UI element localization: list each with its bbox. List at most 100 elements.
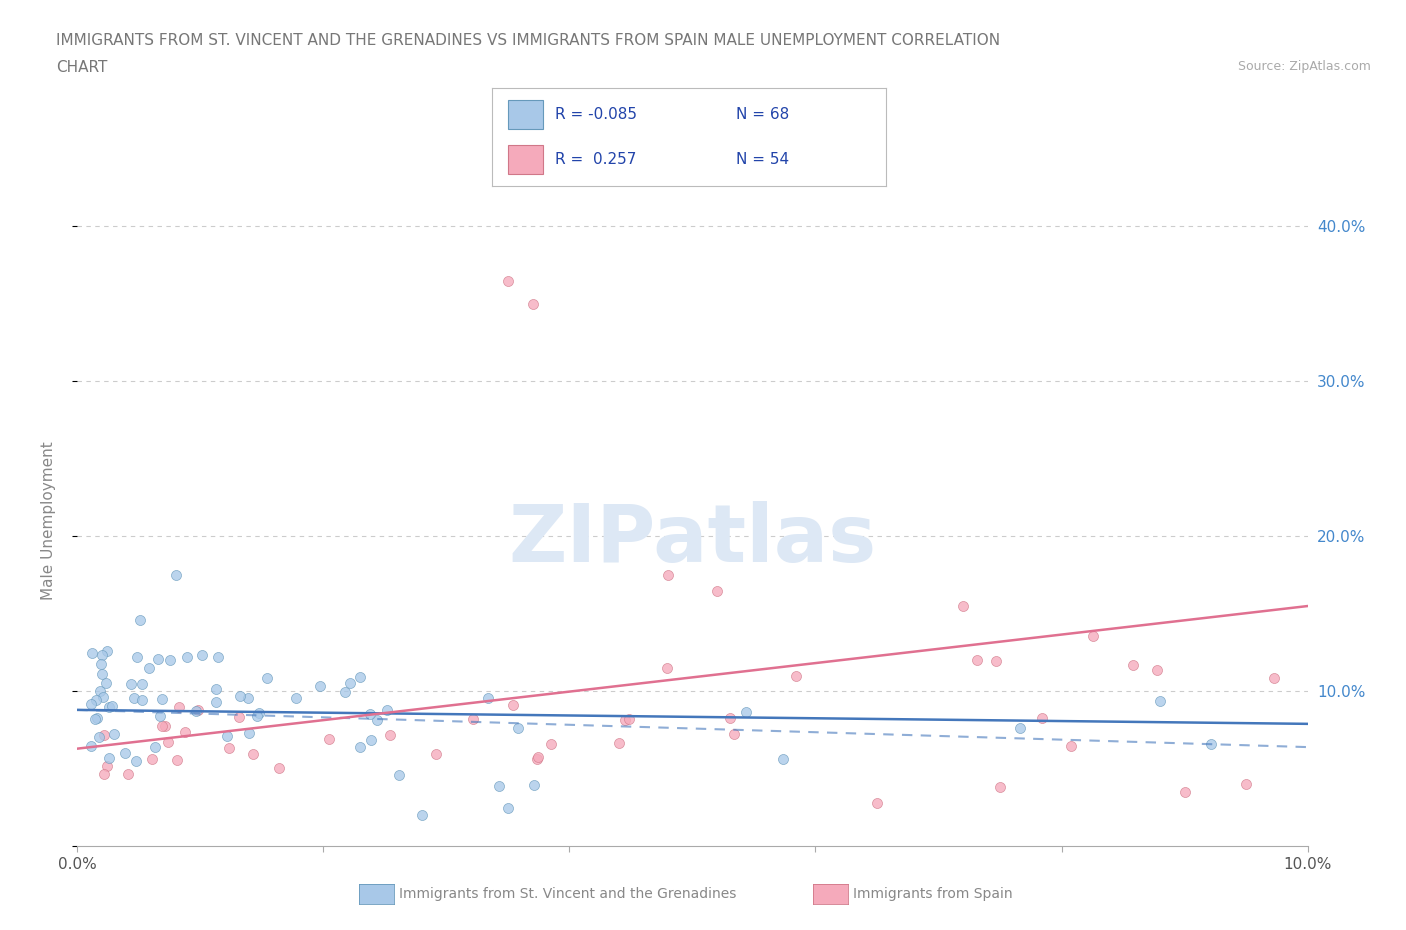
Bar: [508, 145, 543, 174]
Y-axis label: Male Unemployment: Male Unemployment: [42, 442, 56, 600]
Point: [617, 711, 640, 726]
Point: [150, 691, 173, 706]
Point: [496, 273, 519, 288]
Point: [477, 690, 499, 705]
Point: [89, 684, 111, 698]
Point: [238, 725, 260, 740]
Point: [128, 613, 150, 628]
Point: [723, 726, 745, 741]
Point: [1081, 629, 1104, 644]
Point: [614, 713, 637, 728]
Point: [96, 644, 118, 658]
Text: IMMIGRANTS FROM ST. VINCENT AND THE GRENADINES VS IMMIGRANTS FROM SPAIN MALE UNE: IMMIGRANTS FROM ST. VINCENT AND THE GREN…: [56, 33, 1000, 47]
Point: [131, 693, 153, 708]
Point: [156, 735, 179, 750]
Point: [1122, 658, 1144, 672]
Point: [184, 703, 207, 718]
Point: [238, 690, 260, 705]
Point: [148, 651, 170, 666]
Point: [734, 704, 756, 719]
Point: [247, 706, 270, 721]
Text: CHART: CHART: [56, 60, 108, 75]
Point: [242, 747, 264, 762]
Point: [152, 719, 174, 734]
Point: [153, 719, 176, 734]
Text: R = -0.085: R = -0.085: [555, 107, 637, 122]
Point: [143, 740, 166, 755]
Point: [359, 706, 381, 721]
Point: [1263, 671, 1285, 686]
Point: [411, 808, 433, 823]
Point: [1146, 662, 1168, 677]
Point: [205, 695, 228, 710]
Point: [952, 599, 974, 614]
Point: [339, 675, 361, 690]
Point: [93, 728, 115, 743]
Point: [360, 732, 382, 747]
Point: [204, 681, 226, 696]
Point: [387, 767, 409, 782]
Point: [349, 739, 371, 754]
Point: [125, 753, 148, 768]
Point: [1031, 711, 1053, 725]
Point: [706, 583, 728, 598]
Point: [1008, 721, 1031, 736]
Point: [655, 660, 678, 675]
Point: [141, 751, 163, 766]
Point: [1149, 693, 1171, 708]
Point: [256, 671, 278, 685]
Point: [87, 730, 110, 745]
Point: [114, 746, 136, 761]
Point: [101, 698, 124, 713]
Point: [149, 708, 172, 723]
Point: [83, 711, 105, 726]
Point: [309, 678, 332, 693]
Point: [97, 751, 120, 765]
Point: [80, 645, 103, 660]
Point: [284, 690, 307, 705]
Point: [228, 710, 250, 724]
Point: [176, 650, 198, 665]
Text: ZIPatlas: ZIPatlas: [509, 501, 876, 579]
Point: [540, 737, 562, 751]
Point: [125, 649, 148, 664]
Point: [366, 712, 388, 727]
Point: [228, 689, 250, 704]
Point: [80, 697, 103, 711]
Point: [187, 703, 209, 718]
Point: [117, 767, 139, 782]
Point: [1199, 737, 1222, 751]
Point: [103, 727, 125, 742]
Point: [215, 729, 238, 744]
Point: [90, 657, 112, 671]
Point: [523, 778, 546, 793]
Point: [1174, 785, 1197, 800]
Point: [93, 766, 115, 781]
Point: [218, 741, 240, 756]
Text: Immigrants from St. Vincent and the Grenadines: Immigrants from St. Vincent and the Gren…: [399, 886, 737, 901]
Point: [91, 690, 114, 705]
Point: [122, 691, 145, 706]
Point: [159, 653, 181, 668]
Point: [866, 795, 889, 810]
Point: [120, 677, 142, 692]
Point: [527, 750, 550, 764]
Point: [984, 654, 1007, 669]
Point: [333, 684, 356, 699]
Point: [318, 731, 340, 746]
Text: Immigrants from Spain: Immigrants from Spain: [853, 886, 1014, 901]
Point: [166, 753, 188, 768]
Point: [425, 746, 447, 761]
Point: [191, 647, 214, 662]
Point: [607, 736, 630, 751]
Point: [96, 676, 118, 691]
Point: [1234, 777, 1257, 791]
Point: [966, 653, 988, 668]
Point: [508, 721, 530, 736]
Text: N = 68: N = 68: [737, 107, 789, 122]
Point: [380, 727, 402, 742]
Point: [657, 567, 679, 582]
Point: [207, 649, 229, 664]
Point: [349, 670, 371, 684]
Point: [785, 669, 807, 684]
